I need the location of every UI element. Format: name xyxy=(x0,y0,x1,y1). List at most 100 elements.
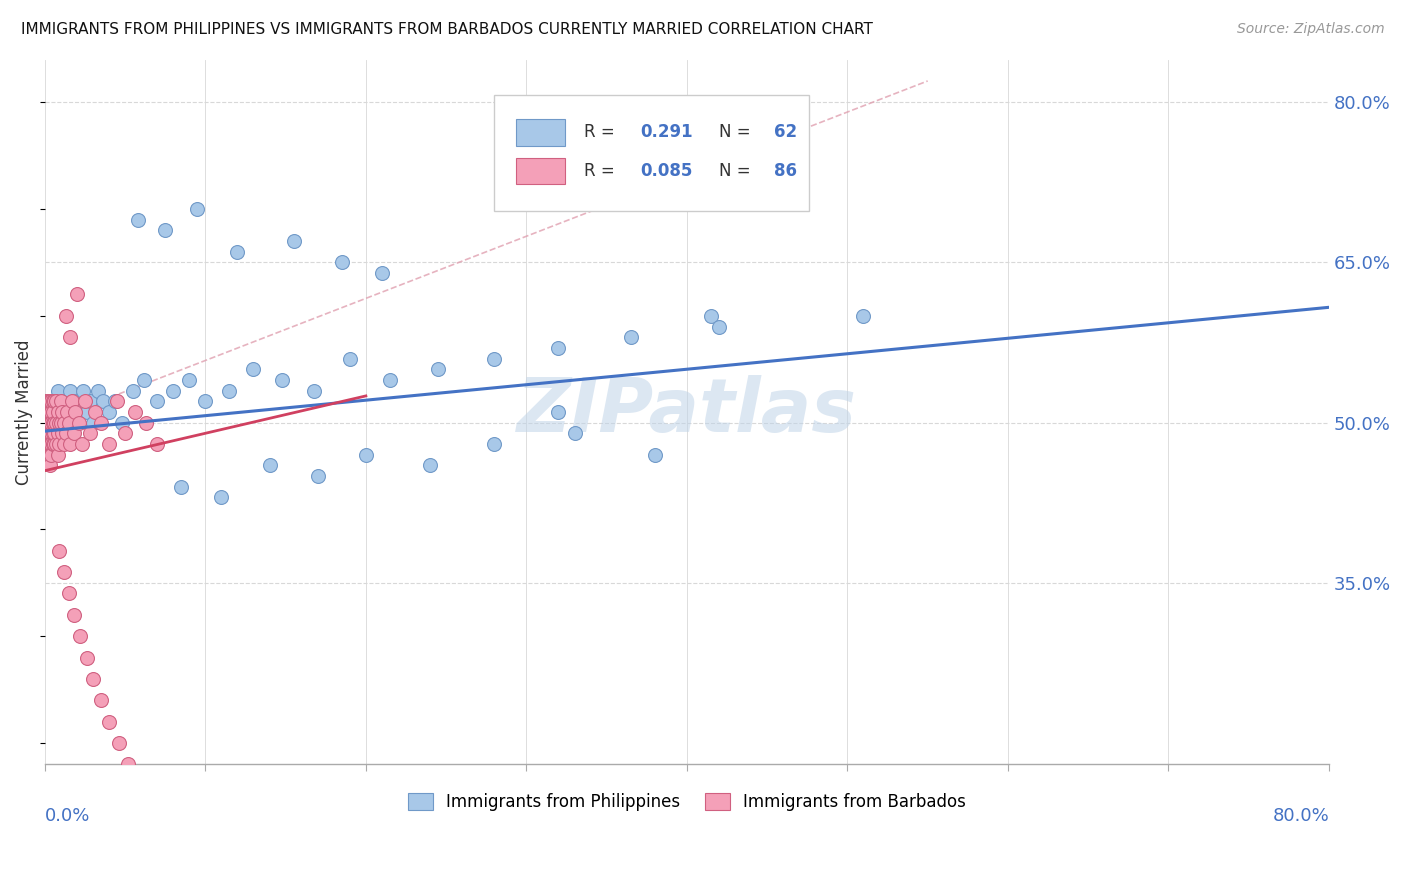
Point xyxy=(259,458,281,473)
Point xyxy=(37,394,59,409)
Point xyxy=(55,426,77,441)
Point xyxy=(484,437,506,451)
Point xyxy=(73,394,96,409)
Text: R =: R = xyxy=(583,162,620,180)
Text: N =: N = xyxy=(718,162,756,180)
Point xyxy=(55,309,77,323)
Point xyxy=(90,693,112,707)
Point xyxy=(46,448,69,462)
Point xyxy=(51,394,73,409)
Point xyxy=(44,394,66,409)
Point xyxy=(354,448,377,462)
Point xyxy=(644,448,666,462)
Point xyxy=(35,416,58,430)
Point xyxy=(49,394,72,409)
Point xyxy=(69,394,91,409)
Point xyxy=(53,565,76,579)
Y-axis label: Currently Married: Currently Married xyxy=(15,339,32,484)
Point xyxy=(53,416,76,430)
Text: 62: 62 xyxy=(775,123,797,141)
Point xyxy=(38,437,60,451)
Point xyxy=(38,394,60,409)
Point xyxy=(59,437,82,451)
Point xyxy=(37,426,59,441)
Point xyxy=(105,394,128,409)
Point xyxy=(339,351,361,366)
Point xyxy=(146,437,169,451)
Point xyxy=(90,416,112,430)
Point xyxy=(48,416,70,430)
Point xyxy=(49,416,72,430)
Point xyxy=(42,416,65,430)
Point xyxy=(39,394,62,409)
Point xyxy=(45,405,67,419)
Point xyxy=(82,416,104,430)
Point xyxy=(42,394,65,409)
Point xyxy=(427,362,450,376)
Point xyxy=(48,437,70,451)
Point xyxy=(82,672,104,686)
Text: N =: N = xyxy=(718,123,756,141)
Point xyxy=(135,416,157,430)
Point xyxy=(42,437,65,451)
Point xyxy=(111,416,134,430)
Point xyxy=(46,426,69,441)
Point xyxy=(107,736,129,750)
FancyBboxPatch shape xyxy=(495,95,808,211)
Point xyxy=(98,405,121,419)
Point xyxy=(127,212,149,227)
Point xyxy=(209,491,232,505)
Point xyxy=(70,437,93,451)
Point xyxy=(37,437,59,451)
Point xyxy=(37,437,59,451)
Point xyxy=(76,405,98,419)
Point xyxy=(62,426,84,441)
Point xyxy=(98,437,121,451)
Point xyxy=(153,223,176,237)
Point xyxy=(700,309,723,323)
Point xyxy=(44,437,66,451)
Point xyxy=(51,426,73,441)
FancyBboxPatch shape xyxy=(516,119,565,145)
Point xyxy=(42,416,65,430)
Text: R =: R = xyxy=(583,123,620,141)
Point xyxy=(48,416,70,430)
Point xyxy=(56,405,79,419)
Legend: Immigrants from Philippines, Immigrants from Barbados: Immigrants from Philippines, Immigrants … xyxy=(399,785,974,820)
Point xyxy=(194,394,217,409)
Point xyxy=(122,384,145,398)
Point xyxy=(37,416,59,430)
Text: 0.291: 0.291 xyxy=(641,123,693,141)
Point xyxy=(378,373,401,387)
Point xyxy=(852,309,875,323)
Point xyxy=(45,416,67,430)
Point xyxy=(58,394,80,409)
Point xyxy=(484,351,506,366)
Text: 80.0%: 80.0% xyxy=(1272,806,1329,824)
Point xyxy=(38,437,60,451)
Point xyxy=(98,714,121,729)
Point xyxy=(242,362,264,376)
Point xyxy=(67,416,90,430)
Point xyxy=(38,458,60,473)
Point xyxy=(60,405,83,419)
Point xyxy=(146,394,169,409)
Text: 0.0%: 0.0% xyxy=(45,806,90,824)
Point xyxy=(69,629,91,643)
Point xyxy=(218,384,240,398)
Point xyxy=(186,202,208,216)
Point xyxy=(134,373,156,387)
Point xyxy=(58,416,80,430)
Point xyxy=(79,394,101,409)
Point xyxy=(66,405,89,419)
Point xyxy=(547,405,569,419)
Point xyxy=(66,287,89,301)
Point xyxy=(58,586,80,600)
Point xyxy=(87,384,110,398)
Point xyxy=(72,384,94,398)
Point xyxy=(564,426,586,441)
Point xyxy=(45,394,67,409)
Point xyxy=(51,405,73,419)
Point xyxy=(46,384,69,398)
Point xyxy=(44,394,66,409)
